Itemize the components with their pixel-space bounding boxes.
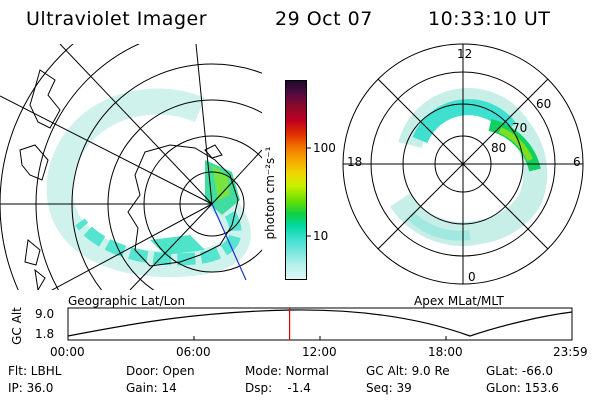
- status-glon: GLon: 153.6: [486, 381, 559, 395]
- mlt-label-0: 0: [468, 270, 476, 284]
- altitude-x-tick-2: 12:00: [302, 345, 337, 359]
- colorbar: [285, 80, 307, 280]
- mlt-label-18: 18: [347, 155, 363, 169]
- altitude-x-tick-4: 23:59: [553, 345, 588, 359]
- altitude-y-tick-min: 1.8: [35, 327, 55, 341]
- status-ip: IP: 36.0: [8, 381, 54, 395]
- altitude-y-tick-max: 9.0: [35, 307, 55, 321]
- status-seq: Seq: 39: [366, 381, 412, 395]
- geo-panel-label: Geographic Lat/Lon: [68, 294, 186, 308]
- mlt-label-6: 6: [573, 155, 581, 169]
- mlat-label-80: 80: [491, 141, 507, 155]
- status-door: Door: Open: [126, 364, 195, 378]
- status-mode: Mode: Normal: [245, 364, 329, 378]
- instrument-title: Ultraviolet Imager: [26, 8, 208, 30]
- altitude-curve: [67, 309, 573, 337]
- apex-panel-label: Apex MLat/MLT: [414, 294, 504, 308]
- mlt-label-12: 12: [457, 47, 473, 61]
- altitude-x-tick-1: 06:00: [176, 345, 211, 359]
- date-label: 29 Oct 07: [275, 8, 373, 30]
- time-label: 10:33:10 UT: [428, 8, 551, 30]
- status-dsp: Dsp: -1.4: [245, 381, 311, 395]
- altitude-x-tick-3: 18:00: [428, 345, 463, 359]
- mlat-label-60: 60: [536, 97, 552, 111]
- altitude-x-tick-0: 00:00: [50, 345, 85, 359]
- mlat-label-70: 70: [512, 121, 528, 135]
- altitude-x-ticks: [193, 336, 447, 340]
- status-gc-alt: GC Alt: 9.0 Re: [366, 364, 450, 378]
- colorbar-tick-10: 10: [313, 229, 329, 243]
- status-gain: Gain: 14: [126, 381, 177, 395]
- colorbar-tick-100: 100: [313, 141, 336, 155]
- status-flt: Flt: LBHL: [8, 364, 62, 378]
- status-glat: GLat: -66.0: [486, 364, 553, 378]
